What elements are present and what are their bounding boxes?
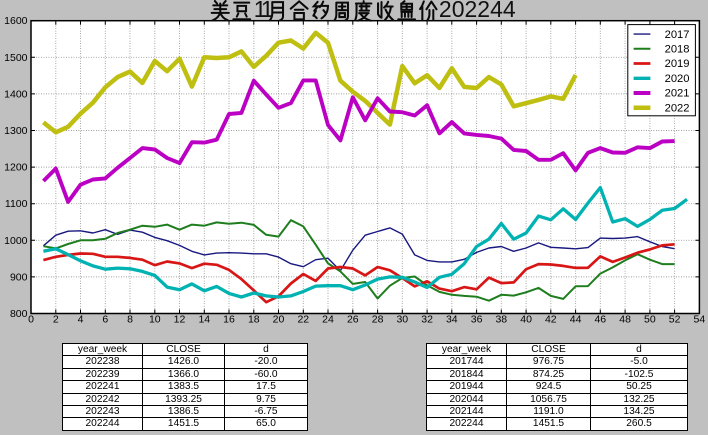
svg-text:50: 50 [644, 314, 656, 326]
svg-text:2021: 2021 [665, 88, 690, 100]
svg-text:18: 18 [248, 314, 260, 326]
svg-text:900: 900 [10, 271, 28, 283]
svg-text:2017: 2017 [665, 29, 690, 41]
svg-text:1200: 1200 [4, 162, 28, 174]
svg-text:34: 34 [446, 314, 458, 326]
svg-text:52: 52 [669, 314, 681, 326]
svg-text:32: 32 [421, 314, 433, 326]
svg-text:2: 2 [477, 0, 490, 22]
svg-text:44: 44 [570, 314, 582, 326]
svg-text:1400: 1400 [4, 88, 28, 100]
svg-text:800: 800 [10, 308, 28, 320]
svg-text:48: 48 [619, 314, 631, 326]
svg-text:1600: 1600 [4, 15, 28, 27]
svg-text:46: 46 [594, 314, 606, 326]
svg-text:42: 42 [545, 314, 557, 326]
svg-text:12: 12 [174, 314, 186, 326]
svg-text:4: 4 [503, 0, 516, 22]
svg-text:10: 10 [149, 314, 161, 326]
svg-text:26: 26 [347, 314, 359, 326]
svg-text:1500: 1500 [4, 52, 28, 64]
svg-text:2018: 2018 [665, 44, 690, 56]
svg-text:4: 4 [78, 314, 84, 326]
svg-text:2022: 2022 [665, 102, 690, 114]
svg-text:0: 0 [28, 314, 34, 326]
svg-text:2019: 2019 [665, 58, 690, 70]
svg-text:2: 2 [53, 314, 59, 326]
svg-text:1100: 1100 [5, 198, 28, 210]
svg-text:1300: 1300 [4, 125, 28, 137]
svg-text:28: 28 [372, 314, 384, 326]
svg-text:1: 1 [261, 0, 274, 22]
svg-text:8: 8 [127, 314, 133, 326]
svg-text:20: 20 [273, 314, 285, 326]
svg-text:14: 14 [198, 314, 210, 326]
svg-text:2: 2 [439, 0, 452, 22]
svg-text:38: 38 [495, 314, 507, 326]
svg-text:1: 1 [254, 0, 267, 22]
svg-text:4: 4 [490, 0, 503, 22]
svg-text:2020: 2020 [665, 73, 690, 85]
svg-text:1000: 1000 [4, 235, 28, 247]
svg-text:22: 22 [297, 314, 309, 326]
svg-text:30: 30 [396, 314, 408, 326]
svg-text:54: 54 [694, 314, 706, 326]
svg-text:36: 36 [471, 314, 483, 326]
svg-text:24: 24 [322, 314, 334, 326]
svg-text:40: 40 [520, 314, 532, 326]
svg-text:16: 16 [223, 314, 235, 326]
svg-text:2: 2 [465, 0, 478, 22]
svg-text:6: 6 [102, 314, 108, 326]
svg-text:0: 0 [452, 0, 465, 22]
